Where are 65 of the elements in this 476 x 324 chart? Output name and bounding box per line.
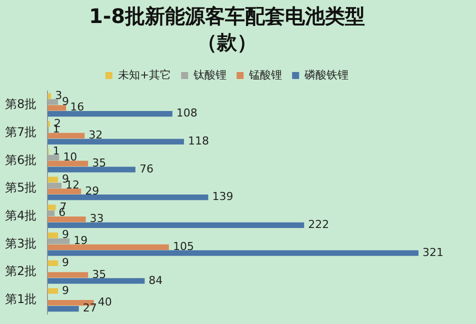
bar bbox=[48, 272, 88, 278]
data-label: 27 bbox=[82, 302, 97, 315]
data-label: 321 bbox=[422, 246, 444, 259]
data-label: 118 bbox=[188, 134, 209, 148]
y-tick-label: 第7批 bbox=[4, 124, 37, 139]
data-label: 33 bbox=[90, 212, 104, 226]
data-label: 1 bbox=[52, 144, 60, 158]
bar bbox=[48, 210, 55, 216]
data-label: 76 bbox=[139, 162, 154, 176]
bar bbox=[48, 138, 184, 144]
bar bbox=[48, 216, 86, 222]
bar bbox=[48, 204, 56, 210]
data-label: 9 bbox=[62, 172, 70, 186]
data-label: 9 bbox=[62, 256, 70, 270]
y-tick-label: 第2批 bbox=[4, 264, 37, 278]
data-label: 19 bbox=[74, 234, 88, 248]
data-label: 40 bbox=[98, 296, 112, 309]
bar bbox=[48, 176, 58, 182]
data-label: 222 bbox=[308, 218, 330, 232]
data-label: 9 bbox=[62, 284, 70, 297]
data-label: 84 bbox=[148, 274, 163, 287]
y-tick-label: 第3批 bbox=[4, 236, 37, 250]
data-label: 9 bbox=[62, 228, 70, 242]
bar bbox=[48, 232, 58, 238]
bar bbox=[48, 166, 136, 172]
bar bbox=[48, 306, 79, 312]
bar bbox=[48, 244, 169, 250]
bar bbox=[48, 110, 172, 117]
y-tick-label: 第8批 bbox=[4, 97, 37, 112]
legend-label: 未知+其它 bbox=[118, 68, 172, 82]
chart-subtitle: （款） bbox=[197, 30, 257, 54]
legend-label: 磷酸铁锂 bbox=[304, 68, 349, 82]
y-tick-label: 第1批 bbox=[4, 292, 37, 306]
bar bbox=[48, 154, 60, 160]
data-label: 32 bbox=[88, 128, 103, 142]
y-tick-label: 第6批 bbox=[4, 152, 37, 167]
bar bbox=[48, 260, 58, 266]
y-tick-label: 第4批 bbox=[4, 208, 37, 222]
bar bbox=[48, 105, 66, 111]
data-label: 9 bbox=[62, 94, 70, 108]
bar bbox=[48, 188, 82, 194]
bar bbox=[48, 250, 418, 256]
bar bbox=[48, 160, 88, 166]
bar bbox=[48, 93, 52, 99]
legend-label: 钛酸锂 bbox=[192, 68, 227, 82]
data-label: 105 bbox=[172, 240, 194, 253]
chart-title: 1-8批新能源客车配套电池类型 bbox=[88, 4, 366, 28]
bar bbox=[48, 222, 304, 228]
bar bbox=[48, 278, 145, 284]
data-label: 35 bbox=[92, 268, 106, 281]
bar bbox=[48, 194, 208, 200]
data-label: 108 bbox=[176, 106, 198, 120]
bar bbox=[48, 99, 58, 105]
bar bbox=[48, 182, 62, 188]
data-label: 16 bbox=[70, 100, 84, 114]
legend-label: 锰酸锂 bbox=[248, 68, 282, 82]
data-label: 139 bbox=[212, 190, 234, 204]
data-label: 35 bbox=[92, 156, 106, 170]
data-label: 29 bbox=[85, 184, 100, 198]
bar bbox=[48, 132, 85, 139]
y-tick-label: 第5批 bbox=[4, 180, 37, 195]
data-label: 3 bbox=[55, 88, 62, 102]
bar bbox=[48, 288, 58, 294]
bar bbox=[48, 238, 70, 244]
data-label: 10 bbox=[63, 150, 78, 164]
